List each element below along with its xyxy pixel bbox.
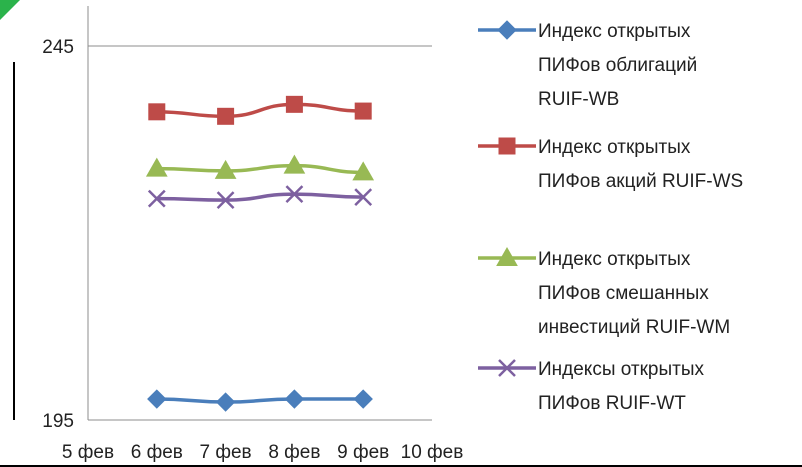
legend-label-line: ПИФов смешанных (538, 283, 709, 304)
x-tick-label: 7 фев (200, 442, 252, 463)
x-tick-label: 5 фев (62, 442, 114, 463)
data-point-s3-3 (283, 154, 306, 174)
legend-label-line: Индексы открытых (538, 359, 705, 380)
data-point-s2-1 (148, 103, 166, 121)
series-layer (145, 95, 375, 412)
data-point-s4-3 (285, 185, 304, 203)
data-point-s2-4 (354, 102, 372, 120)
x-axis-tick-labels: 5 фев 6 фев 7 фев 8 фев 9 фев 10 фев (62, 442, 463, 463)
series-line-1 (155, 397, 365, 404)
y-axis-tick-labels: 195 245 (42, 37, 74, 432)
y-tick-label: 245 (42, 37, 74, 58)
x-tick-label: 10 фев (401, 442, 464, 463)
legend-marker (496, 246, 518, 266)
data-point-s3-4 (352, 161, 375, 181)
data-point-s1-2 (215, 392, 236, 412)
x-tick-label: 9 фев (337, 442, 389, 463)
series-line-2 (155, 102, 365, 119)
data-point-s1-1 (147, 389, 167, 409)
legend-label-line: ПИФов облигаций (538, 55, 697, 76)
data-point-s4-4 (354, 188, 373, 206)
legend-label-line: Индекс открытых (538, 249, 691, 270)
legend-label-line: ПИФов акций RUIF-WS (538, 171, 743, 192)
corner-tab (0, 0, 20, 20)
data-point-s2-2 (217, 107, 235, 125)
series-line-4 (155, 192, 365, 202)
data-point-s3-2 (214, 159, 237, 179)
legend-label-line: Индекс открытых (538, 137, 691, 158)
x-tick-label: 6 фев (131, 442, 183, 463)
data-point-s3-1 (145, 157, 168, 177)
axes (87, 6, 432, 421)
legend-item-4: Индексы открытых ПИФов RUIF-WT (478, 359, 705, 414)
legend-marker (498, 359, 516, 377)
legend-item-3: Индекс открытых ПИФов смешанных инвестиций… (478, 246, 730, 338)
data-point-s1-4 (353, 389, 373, 409)
series-line-3 (155, 163, 365, 175)
data-point-s4-1 (147, 189, 166, 208)
x-tick-label: 8 фев (268, 442, 320, 463)
data-point-s2-3 (285, 95, 303, 113)
legend-label-line: Индекс открытых (538, 21, 691, 42)
legend-marker (498, 137, 516, 155)
legend-item-2: Индекс открытых ПИФов акций RUIF-WS (478, 137, 743, 192)
legend-marker (497, 20, 517, 40)
data-point-s1-3 (284, 389, 305, 409)
y-tick-label: 195 (42, 411, 74, 432)
legend-label-line: инвестиций RUIF-WM (538, 317, 730, 338)
data-point-s4-2 (216, 191, 235, 209)
legend-item-1: Индекс открытых ПИФов облигаций RUIF-WB (478, 20, 697, 110)
legend-label-line: ПИФов RUIF-WT (538, 393, 686, 414)
legend-label-line: RUIF-WB (538, 89, 619, 110)
